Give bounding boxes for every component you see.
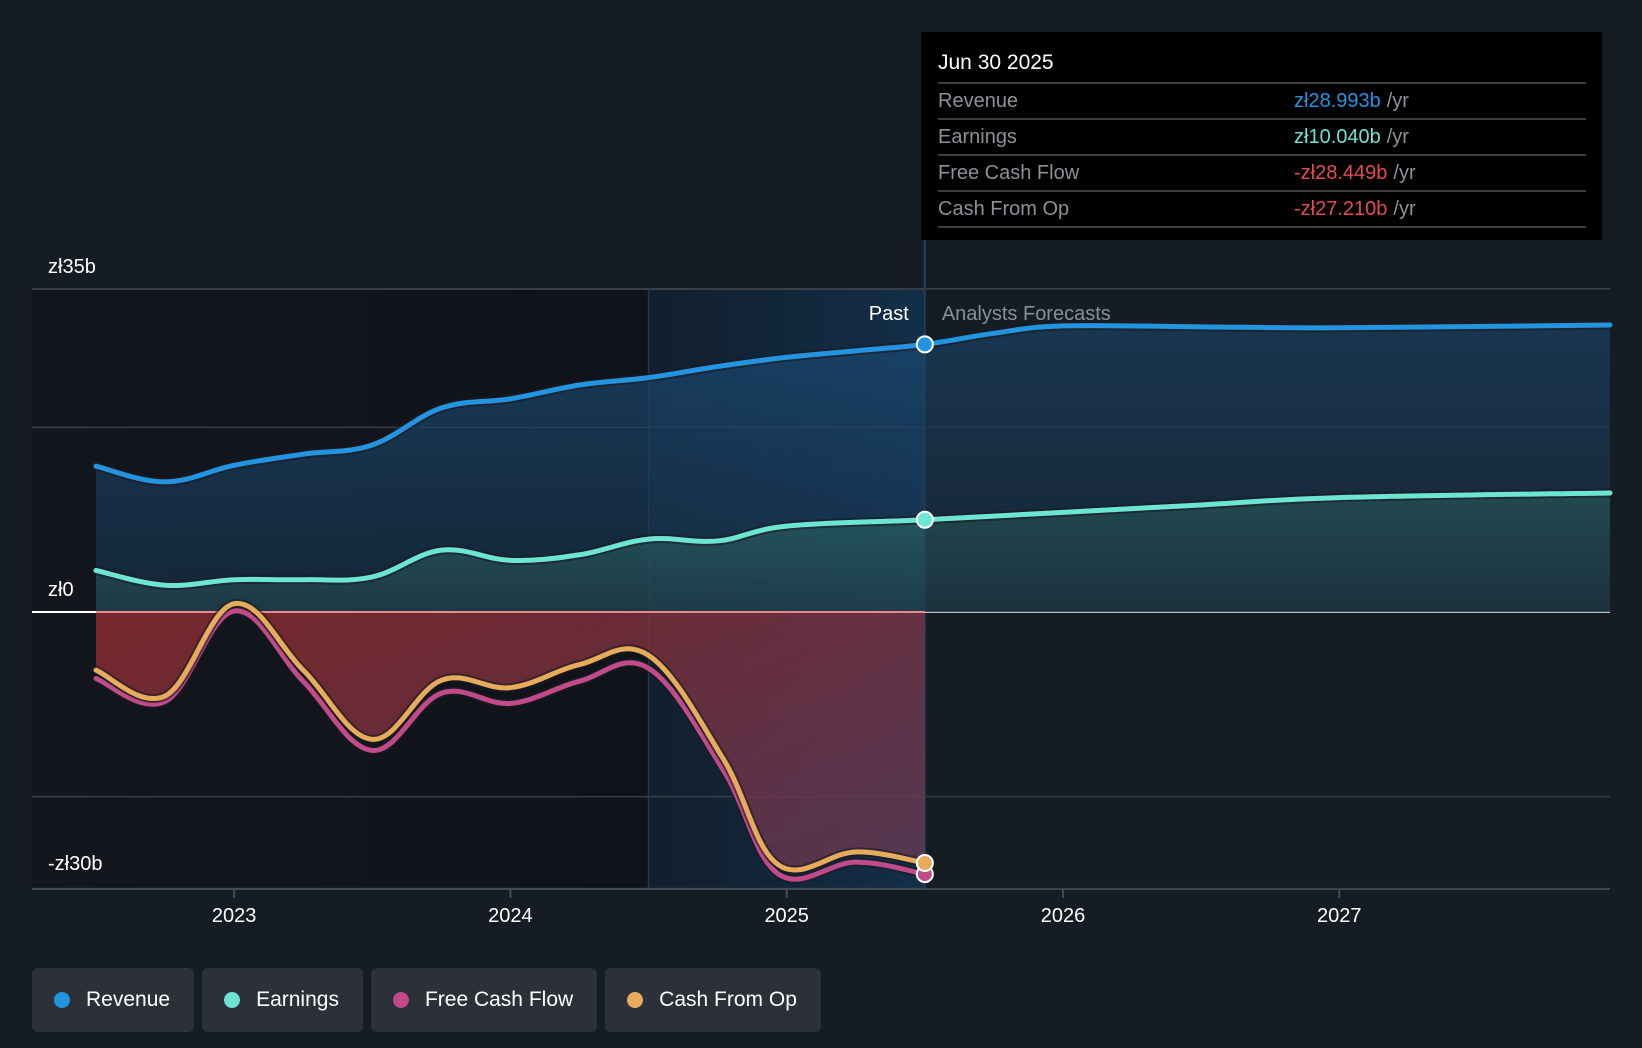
legend-item-cash-from-op[interactable]: Cash From Op [605,968,821,1032]
x-axis-label: 2025 [764,905,809,927]
legend-dot-icon [224,992,241,1008]
tooltip-row-free-cash-flow: Free Cash Flow -zł28.449b/yr [938,156,1586,192]
legend-dot-icon [392,992,409,1008]
tooltip: Jun 30 2025 Revenue zł28.993b/yr Earning… [921,32,1602,240]
legend-dot-icon [54,992,70,1008]
tooltip-unit: /yr [1393,162,1416,184]
tooltip-unit: /yr [1386,126,1409,148]
earnings-area [96,492,1610,612]
forecast-overlay [924,289,1610,889]
revenue-line [93,322,1613,485]
legend-label: Cash From Op [659,988,797,1011]
tooltip-row-earnings: Earnings zł10.040b/yr [938,120,1586,156]
tooltip-value: zł10.040b [1294,126,1381,148]
tooltip-value: -zł28.449b [1294,162,1388,184]
earnings-line [93,490,1613,589]
cash-from-op-line [93,601,928,873]
free-cash-flow-line [93,608,928,882]
x-axis-label: 2027 [1317,905,1362,927]
chart: zł35b zł0 -zł30b 2023 2024 2025 2026 2027 Past An… [32,240,1615,927]
tooltip-label: Free Cash Flow [938,162,1080,184]
y-axis-label: -zł30b [48,853,102,875]
legend-item-free-cash-flow[interactable]: Free Cash Flow [370,968,598,1032]
x-axis-label: 2026 [1041,905,1086,927]
legend-label: Earnings [256,988,339,1011]
tooltip-unit: /yr [1393,198,1416,220]
tooltip-label: Cash From Op [938,198,1070,220]
y-axis-label: zł35b [48,256,96,278]
past-label: Past [869,303,909,325]
cash-from-op-marker [915,854,934,873]
tooltip-value: zł28.993b [1294,90,1381,112]
legend-dot-icon [627,992,644,1008]
legend-item-earnings[interactable]: Earnings [202,968,363,1032]
tooltip-label: Revenue [938,90,1019,112]
tooltip-date: Jun 30 2025 [938,46,1586,84]
legend-label: Revenue [86,988,171,1011]
x-axis-label: 2024 [488,905,533,927]
tooltip-row-revenue: Revenue zł28.993b/yr [938,84,1586,120]
legend: Revenue Earnings Free Cash Flow Cash Fro… [32,968,821,1032]
tooltip-label: Earnings [938,126,1017,148]
legend-item-revenue[interactable]: Revenue [32,968,195,1032]
tooltip-value: -zł27.210b [1294,198,1388,220]
revenue-marker [915,335,934,354]
x-axis-label: 2023 [212,905,257,927]
y-axis-label: zł0 [48,579,74,601]
tooltip-row-cash-from-op: Cash From Op -zł27.210b/yr [938,192,1586,228]
legend-label: Free Cash Flow [424,988,574,1011]
earnings-marker [915,510,934,529]
forecast-label: Analysts Forecasts [942,303,1111,325]
tooltip-unit: /yr [1386,90,1409,112]
